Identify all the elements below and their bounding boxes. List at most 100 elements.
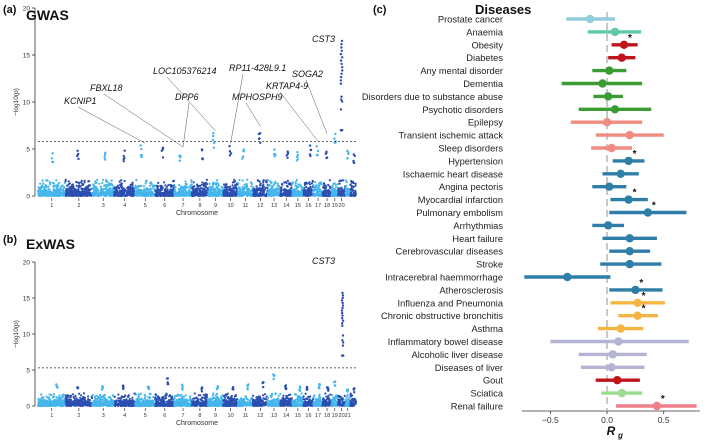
snp-point	[318, 194, 321, 197]
snp-point	[141, 399, 144, 402]
snp-peak-point	[308, 144, 312, 147]
snp-point	[134, 186, 137, 189]
snp-point	[272, 192, 275, 195]
snp-point	[234, 184, 237, 187]
x-tick-label: 9	[214, 203, 217, 209]
panel-b-title: ExWAS	[26, 236, 75, 252]
snp-point	[83, 403, 87, 406]
snp-point	[231, 181, 234, 184]
snp-point	[158, 398, 161, 401]
snp-point	[165, 194, 168, 197]
snp-peak-point	[51, 152, 54, 155]
snp-peak-point	[341, 66, 344, 69]
snp-point	[204, 404, 207, 407]
snp-point	[128, 194, 131, 197]
snp-peak-point	[340, 43, 343, 46]
gene-annotation: DPP6	[175, 92, 199, 102]
snp-point	[177, 187, 180, 191]
snp-point	[314, 185, 317, 188]
snp-point	[157, 194, 160, 197]
snp-point	[149, 191, 152, 194]
snp-point	[42, 182, 45, 185]
snp-point	[175, 394, 178, 398]
snp-point	[220, 401, 223, 404]
snp-point	[217, 182, 220, 185]
snp-point	[137, 184, 140, 187]
snp-point	[173, 188, 176, 192]
snp-point	[105, 404, 108, 407]
snp-point	[151, 184, 154, 187]
snp-point	[180, 194, 183, 197]
snp-peak-point	[51, 160, 54, 164]
x-tick-label: 12	[257, 203, 263, 209]
snp-point	[146, 187, 149, 190]
snp-point	[126, 186, 129, 189]
snp-point	[192, 189, 196, 192]
snp-point	[270, 181, 273, 185]
snp-point	[324, 187, 327, 190]
y-tick-label: 5	[26, 147, 30, 154]
snp-point	[84, 188, 87, 191]
snp-point	[105, 185, 108, 188]
snp-point	[294, 192, 297, 195]
snp-point	[138, 400, 142, 403]
snp-point	[44, 189, 47, 192]
snp-point	[262, 183, 265, 186]
annotation-leader	[230, 73, 244, 144]
snp-point	[75, 397, 78, 400]
snp-point	[155, 398, 158, 401]
snp-point	[74, 194, 77, 197]
snp-point	[154, 404, 157, 407]
snp-peak-point	[340, 72, 343, 76]
snp-point	[135, 192, 138, 195]
x-tick-label: 5	[144, 203, 147, 209]
snp-point	[50, 404, 53, 407]
snp-point	[255, 187, 258, 190]
snp-peak-point	[341, 56, 344, 59]
snp-point	[265, 181, 268, 184]
snp-point	[191, 403, 194, 406]
snp-point	[290, 187, 293, 190]
snp-point	[257, 189, 260, 192]
snp-peak-point	[340, 98, 343, 101]
snp-point	[75, 184, 78, 187]
snp-point	[350, 187, 353, 190]
snp-point	[42, 190, 45, 193]
snp-point	[180, 185, 183, 188]
snp-point	[153, 184, 156, 187]
snp-point	[230, 187, 233, 190]
snp-point	[104, 402, 108, 405]
snp-point	[118, 397, 121, 400]
snp-point	[122, 192, 125, 195]
snp-point	[201, 396, 204, 399]
snp-peak-point	[286, 151, 290, 154]
snp-point	[307, 187, 310, 190]
snp-point	[137, 395, 140, 399]
snp-point	[215, 185, 218, 188]
snp-point	[253, 190, 256, 193]
y-tick-label: 20	[23, 6, 31, 13]
snp-point	[104, 398, 107, 401]
snp-point	[322, 182, 326, 185]
snp-point	[270, 193, 273, 196]
snp-point	[116, 403, 119, 406]
panel-a-title: GWAS	[26, 7, 69, 23]
snp-point	[117, 399, 120, 403]
snp-point	[156, 404, 160, 407]
snp-point	[291, 193, 294, 196]
snp-peak-point	[259, 132, 262, 135]
snp-point	[51, 396, 55, 399]
snp-peak-point	[285, 154, 288, 157]
snp-point	[305, 181, 308, 184]
snp-point	[297, 183, 300, 186]
snp-peak-point	[334, 132, 337, 136]
snp-peak-point	[341, 100, 344, 103]
snp-point	[208, 194, 211, 197]
snp-point	[119, 193, 122, 196]
snp-point	[198, 189, 201, 192]
snp-point	[185, 186, 188, 189]
snp-point	[76, 190, 79, 194]
snp-point	[233, 397, 236, 400]
gene-annotation: FBXL18	[90, 83, 123, 93]
